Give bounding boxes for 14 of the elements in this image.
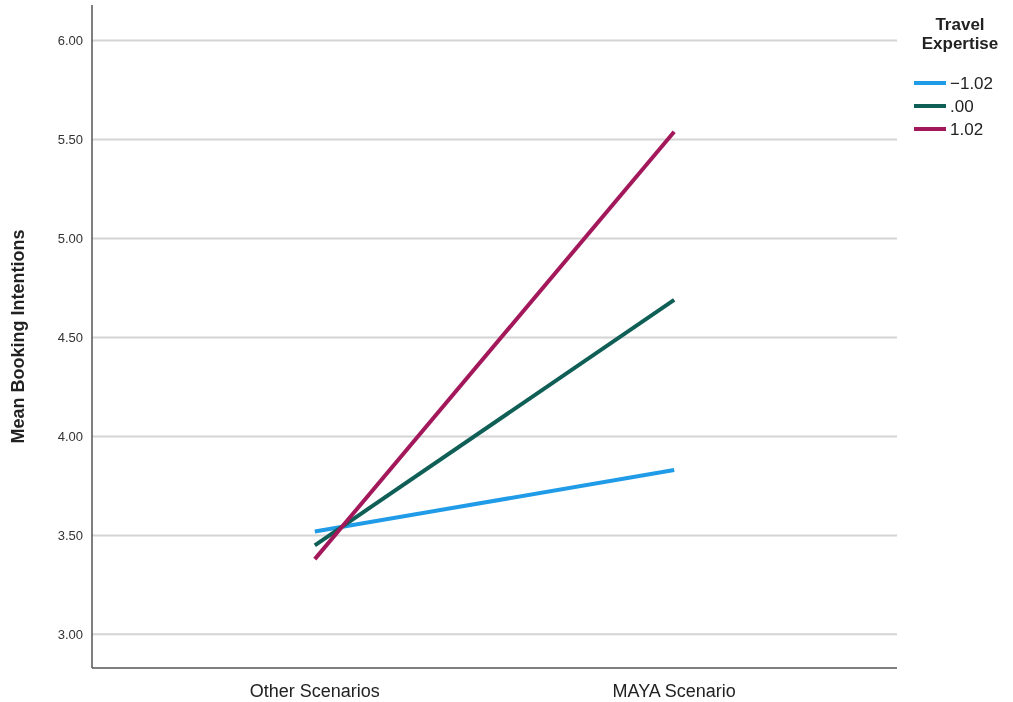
legend-label: .00 <box>950 96 974 116</box>
y-tick-label: 5.00 <box>57 231 83 247</box>
y-tick-label: 6.00 <box>57 33 83 49</box>
legend-title: Travel Expertise <box>921 15 999 53</box>
legend-label: −1.02 <box>950 73 994 93</box>
x-tick-label: MAYA Scenario <box>612 681 736 701</box>
y-axis-title: Mean Booking Intentions <box>8 229 28 444</box>
y-tick-label: 3.50 <box>57 527 83 543</box>
y-tick-label: 4.00 <box>57 428 83 444</box>
y-tick-label: 4.50 <box>57 330 83 346</box>
legend-label: 1.02 <box>950 119 984 139</box>
y-tick-label: 3.00 <box>57 626 83 642</box>
x-tick-label: Other Scenarios <box>249 681 380 701</box>
y-tick-label: 5.50 <box>57 132 83 148</box>
